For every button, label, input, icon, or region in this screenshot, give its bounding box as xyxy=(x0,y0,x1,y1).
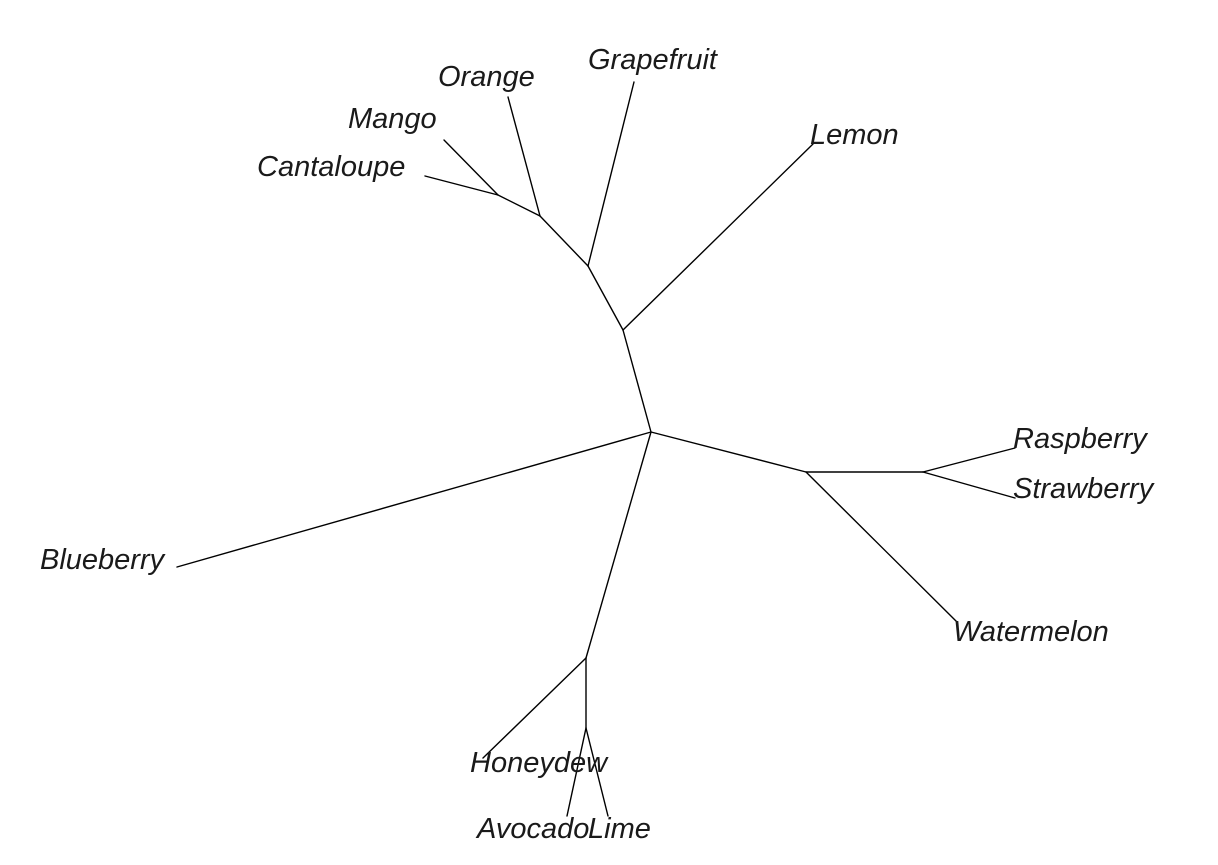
branch-al-node-to-lime xyxy=(585,727,609,817)
tip-label-honeydew: Honeydew xyxy=(470,747,609,779)
tip-label-avocado: Avocado xyxy=(475,813,589,845)
tip-label-blueberry: Blueberry xyxy=(40,544,166,576)
branch-mango-node-to-mango xyxy=(443,139,499,196)
branch-al-node-to-avocado xyxy=(566,727,587,817)
branch-rs-node-to-raspberry xyxy=(922,447,1016,473)
tip-label-lime: Lime xyxy=(588,813,651,845)
tip-label-strawberry: Strawberry xyxy=(1013,473,1155,505)
branch-mango-node-to-cantaloupe xyxy=(424,175,499,196)
tip-label-raspberry: Raspberry xyxy=(1013,423,1148,455)
branch-orange-node-to-mango-node xyxy=(497,194,541,217)
branch-root-to-honeydew-node xyxy=(585,431,652,659)
tip-label-mango: Mango xyxy=(348,103,437,135)
branch-root-to-lemon-node xyxy=(622,329,652,433)
branch-grapefruit-node-to-grapefruit xyxy=(587,81,635,267)
tip-label-grapefruit: Grapefruit xyxy=(588,44,719,76)
branch-rs-node-to-strawberry xyxy=(922,471,1016,499)
branch-orange-node-to-orange xyxy=(507,96,541,217)
branch-root-to-berry-node xyxy=(650,431,807,473)
tip-label-lemon: Lemon xyxy=(810,119,899,151)
branch-berry-node-to-watermelon xyxy=(805,471,958,623)
branch-lemon-node-to-lemon xyxy=(622,143,814,331)
tip-label-cantaloupe: Cantaloupe xyxy=(257,151,405,183)
tree-branches xyxy=(176,81,1016,817)
tip-label-orange: Orange xyxy=(438,61,535,93)
branch-lemon-node-to-grapefruit-node xyxy=(587,265,624,331)
branch-root-to-blueberry xyxy=(176,431,652,568)
branch-grapefruit-node-to-orange-node xyxy=(539,215,589,267)
tip-labels: Orange Grapefruit Mango Lemon Cantaloupe… xyxy=(40,44,1155,845)
tip-label-watermelon: Watermelon xyxy=(953,616,1109,648)
branch-honeydew-node-to-honeydew xyxy=(482,657,587,759)
